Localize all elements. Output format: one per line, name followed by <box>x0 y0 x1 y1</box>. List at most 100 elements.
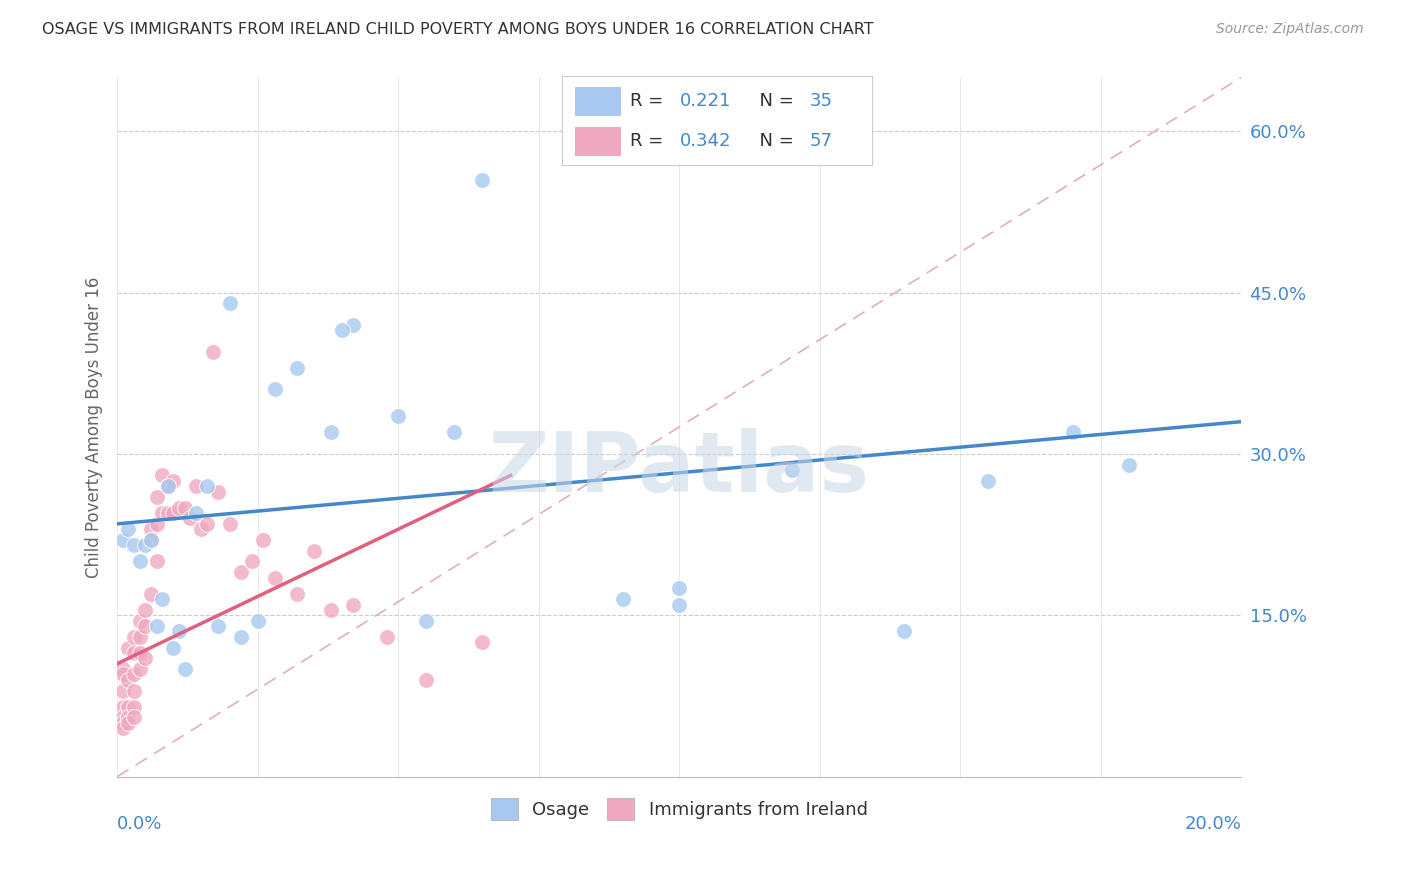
Point <box>443 425 465 440</box>
Point <box>246 614 269 628</box>
Point <box>128 630 150 644</box>
Point <box>218 296 240 310</box>
Text: N =: N = <box>748 92 800 110</box>
Point <box>319 425 342 440</box>
Point <box>173 500 195 515</box>
Text: 57: 57 <box>810 132 832 150</box>
Point <box>111 662 134 676</box>
Point <box>162 506 184 520</box>
Point <box>263 571 285 585</box>
Point <box>139 587 162 601</box>
Point <box>229 566 252 580</box>
Point <box>128 554 150 568</box>
Point <box>150 506 173 520</box>
Point <box>111 533 134 547</box>
Point <box>145 490 167 504</box>
Point <box>150 592 173 607</box>
Point <box>150 468 173 483</box>
Point <box>117 640 139 655</box>
Text: 20.0%: 20.0% <box>1184 815 1241 833</box>
Point <box>145 619 167 633</box>
Point <box>156 479 179 493</box>
Point <box>145 516 167 531</box>
Point <box>330 323 353 337</box>
Point <box>111 710 134 724</box>
Point <box>162 474 184 488</box>
Point <box>122 667 145 681</box>
Point <box>319 603 342 617</box>
Point <box>612 592 634 607</box>
Point <box>218 516 240 531</box>
Text: ZIPatlas: ZIPatlas <box>489 428 870 509</box>
Point <box>111 667 134 681</box>
Point <box>179 511 201 525</box>
Point <box>111 699 134 714</box>
Point <box>167 500 190 515</box>
Point <box>285 587 308 601</box>
Point <box>156 479 179 493</box>
Point <box>184 479 207 493</box>
Text: R =: R = <box>630 92 669 110</box>
Point <box>195 516 218 531</box>
Point <box>117 673 139 687</box>
Point <box>117 710 139 724</box>
Text: OSAGE VS IMMIGRANTS FROM IRELAND CHILD POVERTY AMONG BOYS UNDER 16 CORRELATION C: OSAGE VS IMMIGRANTS FROM IRELAND CHILD P… <box>42 22 873 37</box>
Point <box>156 506 179 520</box>
FancyBboxPatch shape <box>575 87 621 116</box>
Point <box>471 635 494 649</box>
Point <box>122 683 145 698</box>
Text: 0.0%: 0.0% <box>117 815 163 833</box>
Point <box>1062 425 1084 440</box>
Point <box>117 699 139 714</box>
Point <box>302 543 325 558</box>
Point <box>128 614 150 628</box>
Point <box>1118 458 1140 472</box>
Text: Source: ZipAtlas.com: Source: ZipAtlas.com <box>1216 22 1364 37</box>
Point <box>167 624 190 639</box>
Point <box>122 646 145 660</box>
Point <box>342 598 364 612</box>
Point <box>139 522 162 536</box>
Point <box>252 533 274 547</box>
Point <box>471 172 494 186</box>
Point <box>117 522 139 536</box>
Point <box>173 662 195 676</box>
Point <box>387 409 409 424</box>
Point <box>207 484 229 499</box>
Point <box>122 699 145 714</box>
Point <box>415 673 437 687</box>
Y-axis label: Child Poverty Among Boys Under 16: Child Poverty Among Boys Under 16 <box>86 277 103 578</box>
Point <box>668 598 690 612</box>
Point <box>240 554 263 568</box>
FancyBboxPatch shape <box>575 127 621 156</box>
Point <box>134 619 156 633</box>
Point <box>134 651 156 665</box>
Point <box>117 715 139 730</box>
Point <box>139 533 162 547</box>
Point <box>207 619 229 633</box>
Point <box>111 715 134 730</box>
Point <box>128 662 150 676</box>
Point <box>780 463 803 477</box>
Point <box>134 603 156 617</box>
Text: 35: 35 <box>810 92 832 110</box>
Point <box>195 479 218 493</box>
Point <box>668 582 690 596</box>
Point <box>162 640 184 655</box>
Point <box>122 538 145 552</box>
Point <box>122 630 145 644</box>
Point <box>111 721 134 735</box>
Point <box>229 630 252 644</box>
Text: 0.342: 0.342 <box>681 132 731 150</box>
Point <box>128 646 150 660</box>
Point <box>893 624 915 639</box>
Point <box>415 614 437 628</box>
Text: R =: R = <box>630 132 669 150</box>
Point <box>184 506 207 520</box>
Text: 0.221: 0.221 <box>681 92 731 110</box>
Point <box>111 683 134 698</box>
Text: N =: N = <box>748 132 800 150</box>
Point <box>145 554 167 568</box>
Point <box>977 474 1000 488</box>
Legend: Osage, Immigrants from Ireland: Osage, Immigrants from Ireland <box>484 790 875 827</box>
